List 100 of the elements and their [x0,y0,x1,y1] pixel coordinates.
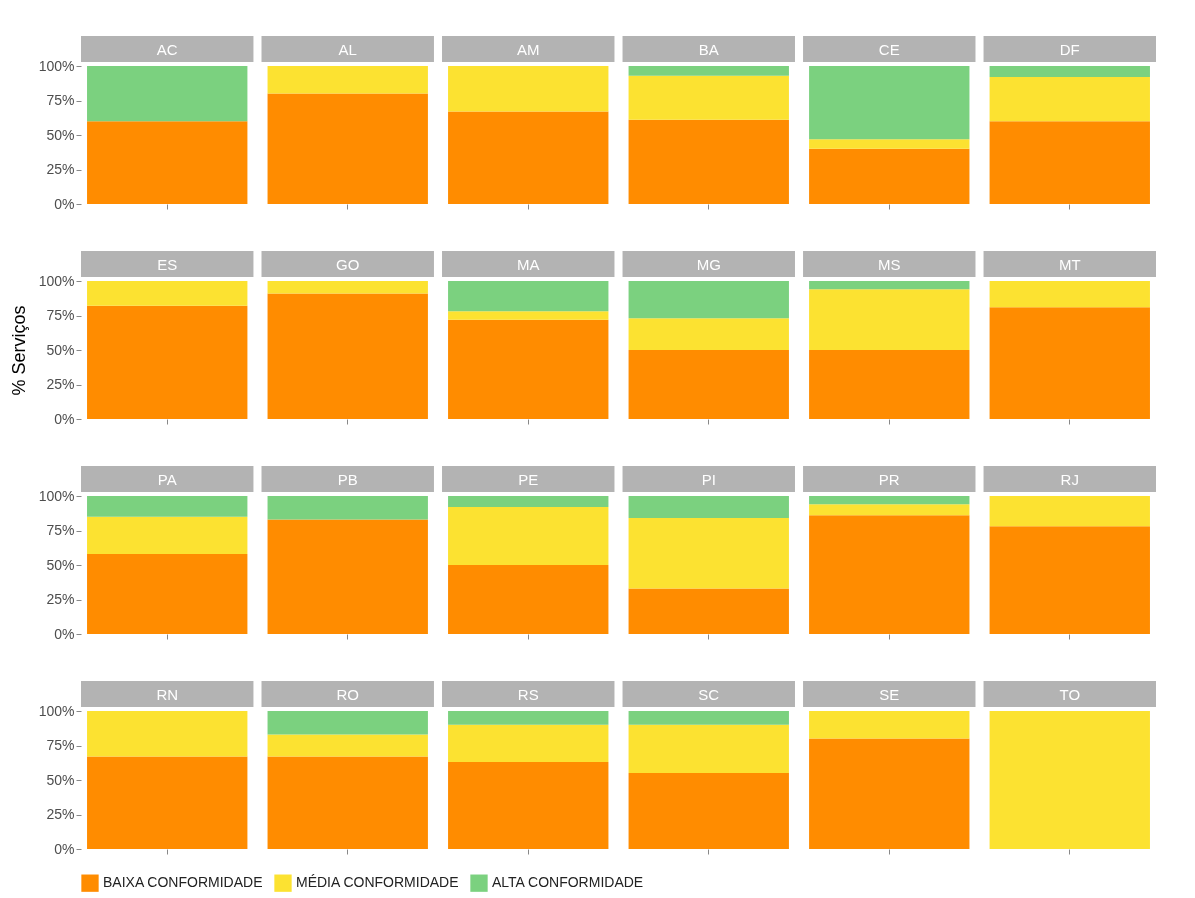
bar [809,504,970,516]
bar [989,77,1150,122]
x-tick-label: RS [517,686,539,703]
y-tick-label: 50% [46,341,75,358]
x-tick-label: MG [696,256,721,273]
bar [448,319,609,419]
bar [989,496,1150,527]
bar [448,281,609,312]
x-tick-label: AC [156,41,178,58]
bar [628,711,789,725]
y-tick-label: 25% [46,161,75,177]
y-tick-label: 50% [46,771,75,788]
bar [809,496,970,505]
bar [628,773,789,849]
bar [267,756,428,849]
y-tick-label: 75% [46,522,75,538]
bar [87,553,248,634]
bar [448,724,609,763]
bar [87,756,248,849]
x-tick-label: SC [698,686,720,703]
bar [87,496,248,517]
y-tick-label: 100% [38,57,75,74]
bar [267,734,428,757]
bar [989,711,1150,849]
y-tick-label: 75% [46,92,75,108]
bar [628,75,789,120]
x-tick-label: CE [878,41,900,58]
bar [809,148,970,204]
bar [628,518,789,589]
bar [809,738,970,849]
x-tick-label: RJ [1060,471,1079,488]
x-tick-label: GO [336,256,360,273]
bar [628,496,789,519]
bar [628,281,789,319]
bar [628,66,789,76]
bar [989,526,1150,634]
y-tick-label: 25% [46,591,75,607]
x-tick-label: AM [516,41,540,58]
bar [87,516,248,554]
bar [87,305,248,419]
bar [809,289,970,350]
x-tick-label: DF [1059,41,1080,58]
x-tick-label: RN [156,686,179,703]
bar [448,66,609,112]
bar [809,711,970,739]
x-tick-label: PA [157,471,177,488]
y-tick-label: 0% [54,410,75,427]
x-tick-label: PR [878,471,900,488]
legend-label: BAIXA CONFORMIDADE [103,874,263,891]
bar [267,293,428,419]
bar [809,281,970,290]
y-tick-label: 0% [54,625,75,642]
bar [989,307,1150,419]
y-tick-label: 100% [38,487,75,504]
bar [448,762,609,849]
bar [809,66,970,140]
bar [809,139,970,149]
bar [628,724,789,774]
y-tick-label: 75% [46,307,75,323]
bar [628,588,789,634]
bar [267,66,428,94]
bar [448,111,609,204]
bar [87,66,248,122]
bar [448,311,609,320]
x-tick-label: MA [516,256,540,273]
x-tick-label: MT [1058,256,1081,273]
x-tick-label: MS [878,256,901,273]
y-tick-label: 75% [46,737,75,753]
bar [267,711,428,735]
x-tick-label: BA [698,41,719,58]
legend-label: MÉDIA CONFORMIDADE [296,874,459,891]
bar [448,565,609,634]
bar [267,281,428,294]
bar [87,281,248,306]
y-tick-label: 100% [38,272,75,289]
x-tick-label: TO [1059,686,1081,703]
y-tick-label: 50% [46,126,75,143]
y-tick-label: 25% [46,806,75,822]
bar [809,515,970,634]
x-tick-label: PE [518,471,539,488]
bar [448,507,609,565]
y-tick-label: 0% [54,195,75,212]
bar [989,121,1150,204]
bar [628,119,789,204]
bar [809,350,970,419]
bar [87,711,248,757]
y-axis-title: % Serviços [8,305,29,396]
bar [989,66,1150,78]
x-tick-label: PB [337,471,358,488]
bar [989,281,1150,308]
x-tick-label: RO [336,686,359,703]
bar [267,496,428,520]
y-tick-label: 0% [54,840,75,857]
bar [628,350,789,419]
bar [267,519,428,634]
legend-label: ALTA CONFORMIDADE [492,874,644,891]
x-tick-label: PI [701,471,716,488]
bar [628,318,789,350]
x-tick-label: SE [879,686,900,703]
bar [448,711,609,725]
